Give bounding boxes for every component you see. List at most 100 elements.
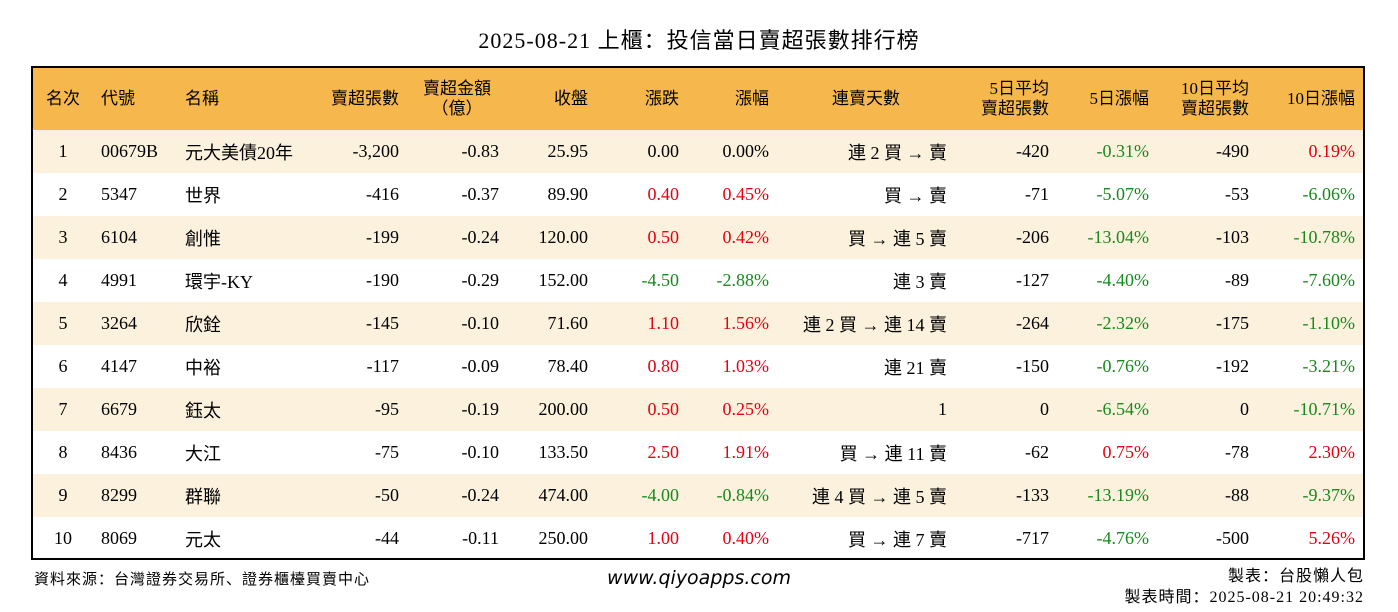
table-row: 8 8436 大江 -75 -0.10 133.50 2.50 1.91% 買 → 連 11 賣…	[33, 431, 1363, 474]
cell-code: 6104	[101, 227, 137, 247]
cell-rank: 5	[58, 313, 68, 333]
header-change: 漲跌	[645, 89, 679, 108]
cell-streak: 連 2 買 → 連 14 賣	[803, 314, 947, 335]
cell-name: 創惟	[185, 228, 221, 249]
cell-sell-lots: -190	[366, 270, 399, 290]
cell-pct5: -13.04%	[1087, 227, 1150, 247]
cell-pct10: 2.30%	[1308, 442, 1356, 462]
cell-sell-lots: -95	[375, 399, 399, 419]
cell-avg10: -88	[1225, 485, 1249, 505]
cell-change-pct: 0.42%	[722, 227, 770, 247]
cell-rank: 9	[58, 485, 68, 505]
cell-streak: 連 2 買 → 賣	[848, 142, 947, 163]
table-row: 2 5347 世界 -416 -0.37 89.90 0.40 0.45% 買 → 賣 -71 -5…	[33, 173, 1363, 216]
cell-sell-amount: -0.10	[461, 442, 500, 462]
header-rank: 名次	[46, 89, 80, 108]
cell-name: 中裕	[185, 357, 221, 378]
header-code: 代號	[101, 89, 135, 108]
made-time-label: 製表時間：2025-08-21 20:49:32	[1124, 589, 1364, 606]
cell-name: 欣銓	[185, 314, 221, 335]
cell-change: 0.00	[647, 141, 680, 161]
cell-name: 鈺太	[185, 400, 221, 421]
page-title: 2025-08-21 上櫃：投信當日賣超張數排行榜	[478, 28, 920, 53]
cell-pct5: -6.54%	[1096, 399, 1150, 419]
header-avg10: 10日平均 賣超張數	[1157, 68, 1257, 130]
cell-rank: 8	[58, 442, 68, 462]
cell-change-pct: -0.84%	[716, 485, 770, 505]
maker-label: 製表：台股懶人包	[1227, 568, 1364, 585]
cell-sell-amount: -0.24	[461, 485, 500, 505]
cell-sell-lots: -199	[366, 227, 399, 247]
cell-streak: 買 → 連 11 賣	[839, 443, 947, 464]
cell-rank: 4	[58, 270, 68, 290]
cell-avg10: -89	[1225, 270, 1249, 290]
cell-pct10: -6.06%	[1302, 184, 1356, 204]
cell-code: 8299	[101, 485, 137, 505]
data-source-note: 資料來源：台灣證券交易所、證券櫃檯買賣中心	[34, 572, 371, 588]
cell-sell-amount: -0.37	[461, 184, 500, 204]
cell-avg10: -78	[1225, 442, 1249, 462]
cell-change: 0.40	[647, 184, 680, 204]
cell-streak: 1	[938, 399, 947, 419]
table-row: 5 3264 欣銓 -145 -0.10 71.60 1.10 1.56% 連 2 買 → 連 …	[33, 302, 1363, 345]
cell-close: 474.00	[538, 485, 589, 505]
cell-name: 環宇-KY	[185, 271, 253, 292]
cell-code: 5347	[101, 184, 137, 204]
footer-credits: 製表：台股懶人包 製表時間：2025-08-21 20:49:32	[1124, 566, 1364, 608]
cell-sell-lots: -117	[366, 356, 399, 376]
website-link[interactable]: www.qiyoapps.com	[607, 567, 791, 589]
ranking-table-frame: 名次 代號 名稱 賣超張數 賣超金額 （億） 收盤 漲跌 漲幅 連賣天數 5日平…	[31, 66, 1365, 560]
cell-avg10: -490	[1216, 141, 1249, 161]
cell-rank: 2	[58, 184, 68, 204]
cell-pct10: -1.10%	[1302, 313, 1356, 333]
header-avg5-line2: 賣超張數	[981, 99, 1049, 118]
cell-name: 世界	[185, 185, 221, 206]
cell-close: 25.95	[547, 141, 589, 161]
cell-close: 71.60	[547, 313, 589, 333]
cell-close: 152.00	[538, 270, 589, 290]
cell-sell-amount: -0.24	[461, 227, 500, 247]
table-row: 10 8069 元太 -44 -0.11 250.00 1.00 0.40% 買 → 連 7 賣…	[33, 517, 1363, 558]
cell-sell-lots: -416	[366, 184, 399, 204]
cell-code: 3264	[101, 313, 137, 333]
cell-pct10: -7.60%	[1302, 270, 1356, 290]
cell-pct5: 0.75%	[1102, 442, 1150, 462]
cell-change-pct: 0.00%	[722, 141, 770, 161]
cell-sell-lots: -3,200	[352, 141, 400, 161]
cell-pct10: 5.26%	[1308, 528, 1356, 548]
cell-change: 0.50	[647, 227, 680, 247]
cell-pct10: -3.21%	[1302, 356, 1356, 376]
cell-name: 群聯	[185, 486, 221, 507]
cell-pct5: -0.76%	[1096, 356, 1150, 376]
cell-pct10: -10.71%	[1293, 399, 1356, 419]
cell-code: 8069	[101, 528, 137, 548]
cell-rank: 7	[58, 399, 68, 419]
cell-change: 0.50	[647, 399, 680, 419]
cell-sell-lots: -50	[375, 485, 399, 505]
table-row: 3 6104 創惟 -199 -0.24 120.00 0.50 0.42% 買 → 連 5 賣…	[33, 216, 1363, 259]
cell-sell-lots: -145	[366, 313, 399, 333]
cell-change-pct: 0.40%	[722, 528, 770, 548]
cell-avg10: 0	[1240, 399, 1249, 419]
table-row: 4 4991 環宇-KY -190 -0.29 152.00 -4.50 -2.88% 連 3 …	[33, 259, 1363, 302]
cell-change: 1.10	[647, 313, 680, 333]
header-sell-amount-line1: 賣超金額	[423, 79, 491, 98]
cell-streak: 連 4 買 → 連 5 賣	[812, 486, 947, 507]
cell-pct10: 0.19%	[1308, 141, 1356, 161]
cell-avg5: -206	[1016, 227, 1049, 247]
cell-name: 大江	[185, 443, 221, 464]
header-name: 名稱	[185, 89, 219, 108]
table-row: 1 00679B 元大美債20年 -3,200 -0.83 25.95 0.00 0.00% 連…	[33, 130, 1363, 173]
cell-pct5: -0.31%	[1096, 141, 1150, 161]
cell-change: 0.80	[647, 356, 680, 376]
cell-avg10: -103	[1216, 227, 1249, 247]
cell-avg5: -717	[1016, 528, 1049, 548]
header-close: 收盤	[554, 89, 588, 108]
cell-pct5: -4.40%	[1096, 270, 1150, 290]
header-pct5: 5日漲幅	[1089, 89, 1150, 108]
cell-name: 元大美債20年	[185, 142, 293, 163]
cell-code: 4991	[101, 270, 137, 290]
cell-change-pct: 1.03%	[722, 356, 770, 376]
cell-streak: 連 21 賣	[884, 357, 947, 378]
cell-avg5: 0	[1040, 399, 1049, 419]
